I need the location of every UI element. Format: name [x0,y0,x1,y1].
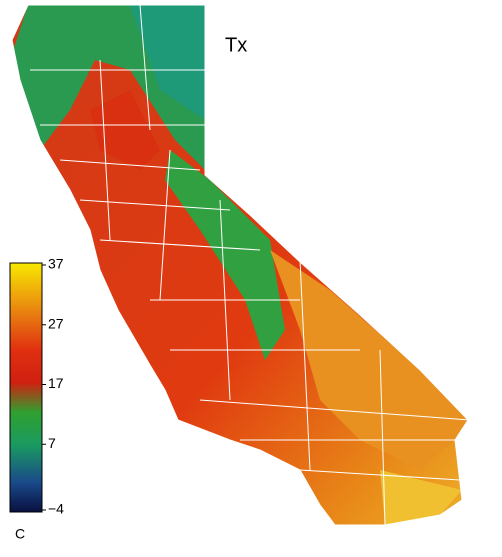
color-bar-label: 7 [48,435,56,451]
color-bar-label: −4 [48,501,64,517]
color-bar-label: 17 [48,375,64,391]
color-bar-label: 27 [48,315,64,331]
legend-unit: C [15,526,25,542]
color-bar-label: 37 [48,256,64,272]
color-bar [9,262,43,513]
map-title: Tx [225,34,247,56]
